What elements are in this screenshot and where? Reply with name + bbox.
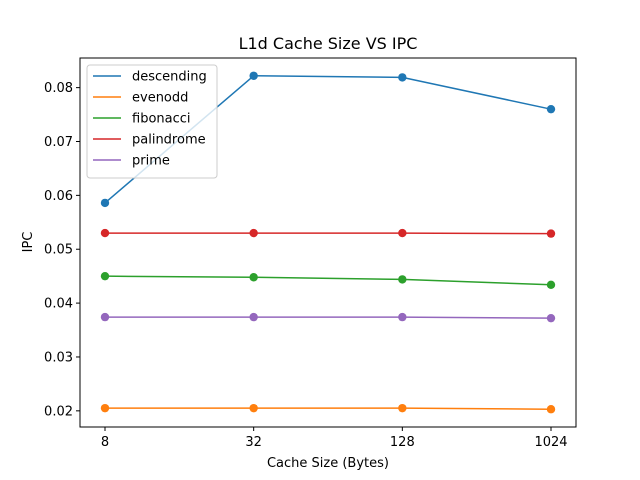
legend: descending evenodd fibonacci palindrome prim… — [86, 64, 218, 179]
data-point-evenodd — [546, 405, 556, 414]
legend-box — [86, 64, 218, 179]
data-point-prime — [100, 312, 110, 322]
data-point-descending — [100, 198, 110, 208]
legend-label-descending: descending — [132, 70, 207, 85]
x-tick-label: 32 — [245, 435, 262, 450]
y-axis: 0.02 0.03 0.04 0.05 0.06 0.07 0.08 — [44, 81, 80, 419]
y-tick-label: 0.07 — [44, 135, 73, 150]
data-point-prime — [546, 313, 556, 323]
series-line-prime — [105, 316, 552, 319]
series-prime — [100, 312, 556, 323]
y-tick-label: 0.02 — [44, 404, 73, 419]
series-palindrome — [100, 228, 556, 238]
data-point-descending — [398, 73, 407, 82]
series-line-evenodd — [105, 407, 552, 410]
y-tick-label: 0.05 — [44, 243, 73, 258]
y-tick-label: 0.04 — [44, 297, 73, 312]
data-point-prime — [398, 312, 407, 322]
series-evenodd — [100, 403, 556, 414]
data-point-fibonacci — [249, 273, 258, 282]
legend-label-evenodd: evenodd — [132, 91, 188, 106]
y-axis-label: IPC — [21, 232, 36, 253]
data-point-descending — [546, 104, 556, 114]
y-tick-label: 0.08 — [44, 81, 73, 96]
legend-label-prime: prime — [132, 154, 170, 169]
data-point-evenodd — [249, 403, 258, 413]
series-line-palindrome — [105, 232, 552, 235]
data-point-fibonacci — [398, 275, 407, 284]
x-tick-label: 8 — [101, 435, 109, 450]
data-point-descending — [249, 71, 258, 80]
legend-label-palindrome: palindrome — [132, 133, 206, 148]
data-point-fibonacci — [100, 271, 110, 281]
x-tick-label: 128 — [390, 435, 415, 450]
plot-frame — [79, 57, 577, 428]
data-point-palindrome — [100, 228, 110, 238]
y-tick-label: 0.03 — [44, 350, 73, 365]
series-fibonacci — [100, 271, 556, 289]
data-point-evenodd — [398, 403, 407, 413]
x-axis: 8 32 128 1024 — [101, 427, 568, 450]
data-point-evenodd — [100, 403, 110, 413]
x-axis-label: Cache Size (Bytes) — [267, 456, 389, 471]
chart-title: L1d Cache Size VS IPC — [239, 34, 418, 53]
data-point-palindrome — [398, 228, 407, 238]
data-point-prime — [249, 312, 258, 322]
x-tick-label: 1024 — [534, 435, 567, 450]
data-point-fibonacci — [546, 280, 556, 289]
series-line-fibonacci — [104, 275, 552, 286]
legend-label-fibonacci: fibonacci — [132, 112, 191, 127]
data-point-palindrome — [546, 229, 556, 238]
data-point-palindrome — [249, 228, 258, 238]
y-tick-label: 0.06 — [44, 189, 73, 204]
